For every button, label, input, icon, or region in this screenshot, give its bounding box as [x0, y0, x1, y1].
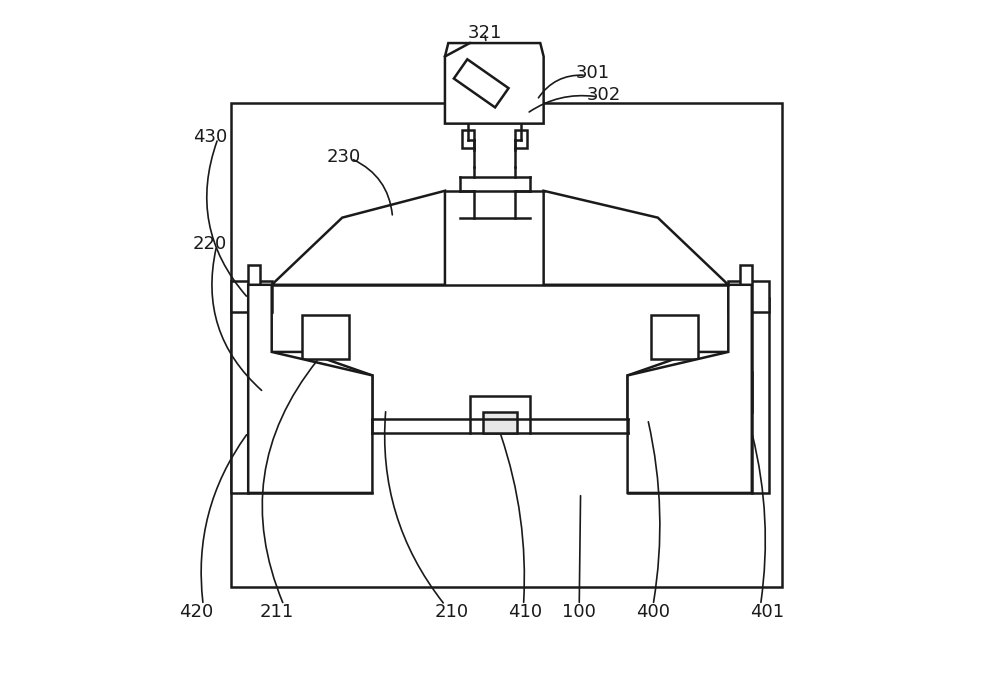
Bar — [248, 372, 268, 412]
Text: 210: 210 — [435, 603, 469, 621]
Text: 230: 230 — [327, 148, 361, 167]
Text: 100: 100 — [562, 603, 596, 621]
Text: 301: 301 — [576, 64, 610, 83]
Polygon shape — [272, 191, 445, 285]
Polygon shape — [628, 285, 752, 493]
Text: 211: 211 — [260, 603, 294, 621]
Text: 220: 220 — [193, 236, 227, 253]
Bar — [231, 282, 272, 311]
Bar — [255, 376, 265, 409]
Polygon shape — [248, 285, 372, 493]
Text: 401: 401 — [750, 603, 784, 621]
Bar — [483, 412, 517, 433]
Bar — [470, 395, 530, 433]
Bar — [651, 315, 698, 359]
Text: 302: 302 — [587, 87, 621, 104]
Text: 400: 400 — [636, 603, 670, 621]
Bar — [515, 130, 527, 148]
Bar — [231, 298, 248, 493]
Text: 321: 321 — [468, 24, 502, 42]
Bar — [728, 282, 769, 311]
Bar — [264, 385, 272, 402]
Polygon shape — [272, 352, 372, 419]
Polygon shape — [445, 43, 544, 124]
Bar — [732, 372, 752, 412]
Text: 410: 410 — [508, 603, 543, 621]
Text: 420: 420 — [179, 603, 214, 621]
Polygon shape — [628, 352, 728, 419]
Bar — [735, 376, 745, 409]
Bar — [231, 104, 782, 587]
Bar — [302, 315, 349, 359]
Bar — [462, 130, 474, 148]
Text: 430: 430 — [193, 128, 227, 146]
Bar — [728, 385, 736, 402]
Polygon shape — [454, 60, 509, 108]
Bar — [740, 265, 752, 311]
Bar — [248, 265, 260, 311]
Bar — [752, 298, 769, 493]
Polygon shape — [544, 191, 728, 285]
